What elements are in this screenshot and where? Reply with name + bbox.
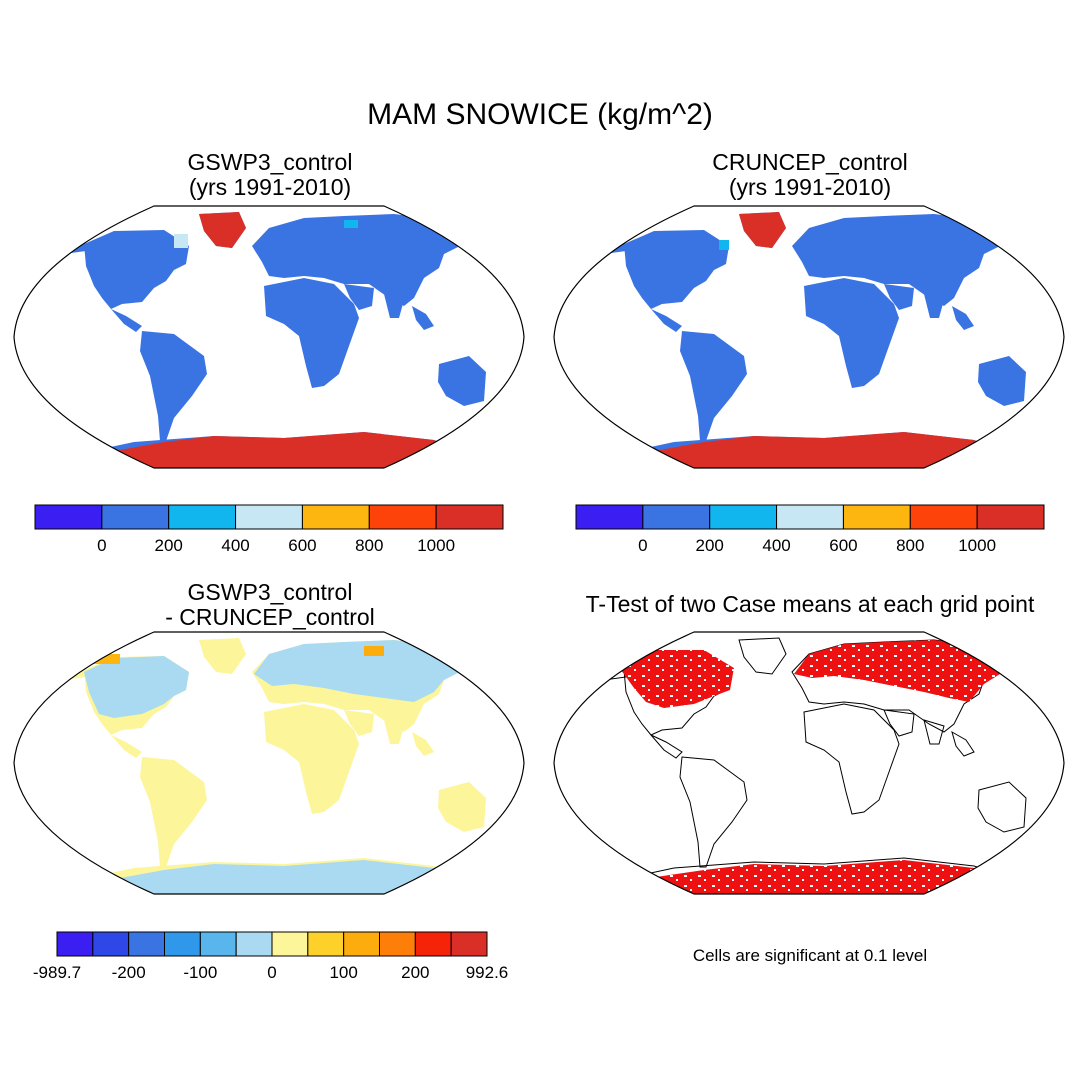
colorbar-swatch — [164, 931, 201, 957]
panel-1-globe-border — [13, 205, 525, 469]
panel-2-globe-border — [553, 205, 1065, 469]
colorbar-swatch — [575, 504, 644, 530]
panel-2-colorbar: 0 200 400 600 800 1000 — [575, 504, 1045, 555]
colorbar-swatch — [368, 504, 437, 530]
panel-2-title-line2: (yrs 1991-2010) — [728, 174, 892, 200]
panel-1-greenland — [199, 212, 246, 248]
colorbar-tick-label: 800 — [355, 536, 383, 555]
panel-3-antarctica-cold — [109, 860, 454, 894]
colorbar-swatch — [271, 931, 309, 957]
panel-3-colorbar: -989.7 -200 -100 0 100 200 992.6 — [33, 931, 509, 982]
colorbar-swatch — [168, 504, 237, 530]
panel-3-warm-spot-3 — [454, 656, 468, 666]
colorbar-tick-label: 0 — [638, 536, 647, 555]
colorbar-swatch — [101, 504, 170, 530]
colorbar-swatch — [92, 931, 130, 957]
colorbar-swatch — [709, 504, 778, 530]
panel-4-title: T-Test of two Case means at each grid po… — [585, 591, 1035, 617]
figure-title: MAM SNOWICE (kg/m^2) — [367, 98, 713, 131]
colorbar-tick-label: 992.6 — [466, 963, 509, 982]
colorbar-tick-label: -100 — [183, 963, 217, 982]
panel-1-antarctica — [109, 432, 454, 468]
panel-3-title-line2: - CRUNCEP_control — [165, 604, 375, 630]
panel-4-significant-antarctica — [649, 860, 994, 894]
colorbar-tick-label: 0 — [97, 536, 106, 555]
panel-3-title-line1: GSWP3_control — [187, 579, 353, 605]
significance-note: Cells are significant at 0.1 level — [692, 946, 928, 965]
panel-2-antarctica — [649, 432, 994, 468]
colorbar-swatch — [34, 504, 103, 530]
colorbar-tick-label: 400 — [221, 536, 249, 555]
colorbar-tick-label: 600 — [829, 536, 857, 555]
colorbar-tick-label: 400 — [762, 536, 790, 555]
colorbar-tick-label: 800 — [896, 536, 924, 555]
panel-4-map — [553, 631, 1065, 895]
panel-3-title: GSWP3_control - CRUNCEP_control — [70, 580, 470, 630]
colorbar-swatch — [128, 931, 166, 957]
colorbar-tick-label: -989.7 — [33, 963, 81, 982]
colorbar-swatch — [301, 504, 370, 530]
colorbar-swatch — [642, 504, 711, 530]
panel-2-title: CRUNCEP_control (yrs 1991-2010) — [610, 150, 1010, 200]
colorbar-tick-label: 200 — [696, 536, 724, 555]
colorbar-swatch — [235, 931, 273, 957]
colorbar-swatch — [842, 504, 911, 530]
colorbar-tick-label: 1000 — [958, 536, 996, 555]
panel-2-hudson-light — [719, 240, 729, 250]
colorbar-swatch — [199, 931, 237, 957]
panel-1-title-line2: (yrs 1991-2010) — [188, 174, 352, 200]
panel-2-land — [569, 212, 1026, 468]
colorbar-tick-label: 200 — [401, 963, 429, 982]
colorbar-tick-label: 100 — [329, 963, 357, 982]
colorbar-swatch — [909, 504, 978, 530]
colorbar-tick-label: 200 — [155, 536, 183, 555]
panel-4-globe-border — [553, 631, 1065, 895]
panel-3-globe-border — [13, 631, 525, 895]
panel-1-map — [13, 205, 525, 469]
colorbar-tick-label: 0 — [267, 963, 276, 982]
colorbar-swatch — [776, 504, 844, 530]
panel-1-land — [29, 212, 486, 468]
panel-1-title-line1: GSWP3_control — [187, 149, 353, 175]
panel-1-colorbar: 0 200 400 600 800 1000 — [34, 504, 504, 555]
colorbar-swatch — [56, 931, 94, 957]
colorbar-tick-label: -200 — [112, 963, 146, 982]
panel-1-siberia-light — [344, 220, 358, 228]
panel-3-north-cold — [84, 640, 464, 718]
colorbar-swatch — [450, 931, 488, 957]
colorbar-tick-label: 1000 — [417, 536, 455, 555]
colorbar-swatch — [435, 504, 504, 530]
panel-4-significant-north — [614, 640, 1004, 708]
colorbar-swatch — [343, 931, 380, 957]
panel-3-map — [13, 631, 525, 895]
panel-3-warm-spot-1 — [94, 654, 120, 664]
colorbar-swatch — [379, 931, 416, 957]
panel-2-greenland — [739, 212, 786, 248]
colorbar-swatch — [976, 504, 1045, 530]
panel-1-hudson-light — [174, 234, 188, 248]
panel-1-title: GSWP3_control (yrs 1991-2010) — [70, 150, 470, 200]
colorbar-swatch — [414, 931, 452, 957]
panel-2-title-line1: CRUNCEP_control — [712, 149, 908, 175]
panel-3-warm-spot-2 — [364, 646, 384, 656]
colorbar-tick-label: 600 — [288, 536, 316, 555]
colorbar-swatch — [307, 931, 345, 957]
panel-2-map — [553, 205, 1065, 469]
colorbar-swatch — [235, 504, 303, 530]
